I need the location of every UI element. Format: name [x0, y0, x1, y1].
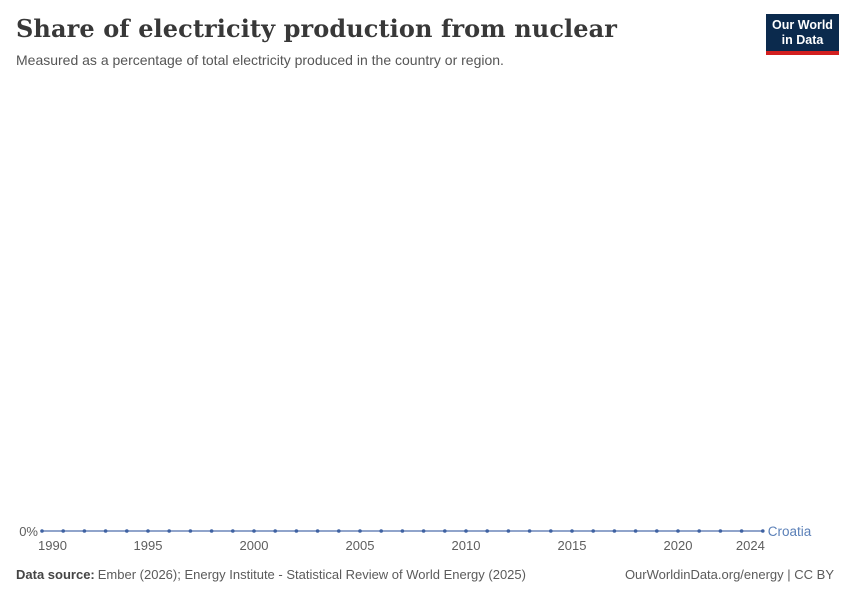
- x-axis-tick-label: 2024: [736, 538, 765, 553]
- data-point[interactable]: [655, 529, 659, 533]
- owid-logo-text: Our World in Data: [766, 14, 839, 51]
- data-point[interactable]: [146, 529, 150, 533]
- data-point[interactable]: [443, 529, 447, 533]
- data-point[interactable]: [676, 529, 680, 533]
- x-axis-tick-label: 2020: [664, 538, 693, 553]
- x-axis-tick-label: 1990: [38, 538, 67, 553]
- data-point[interactable]: [612, 529, 617, 533]
- chart-subtitle: Measured as a percentage of total electr…: [16, 52, 504, 68]
- data-point[interactable]: [421, 529, 426, 533]
- owid-logo-red-bar: [766, 51, 839, 55]
- data-point[interactable]: [358, 529, 362, 533]
- data-point[interactable]: [570, 529, 574, 533]
- data-source-text: Ember (2026); Energy Institute - Statist…: [97, 567, 526, 582]
- data-point[interactable]: [188, 529, 193, 533]
- data-point[interactable]: [527, 529, 532, 533]
- data-point[interactable]: [103, 529, 108, 533]
- chart-footer: Data source: Ember (2026); Energy Institu…: [16, 566, 834, 583]
- data-point[interactable]: [294, 529, 299, 533]
- data-point[interactable]: [697, 529, 701, 533]
- data-point[interactable]: [591, 529, 595, 533]
- x-axis-tick-label: 1995: [134, 538, 163, 553]
- owid-logo-line1: Our World: [772, 18, 833, 32]
- data-point[interactable]: [379, 529, 384, 533]
- data-point[interactable]: [549, 529, 553, 533]
- data-point[interactable]: [252, 529, 256, 533]
- data-point[interactable]: [61, 529, 65, 533]
- x-axis-tick-label: 2000: [240, 538, 269, 553]
- line-series-croatia[interactable]: [40, 529, 765, 533]
- x-axis-tick-label: 2010: [452, 538, 481, 553]
- data-point[interactable]: [718, 529, 723, 533]
- data-point[interactable]: [167, 529, 171, 533]
- data-point[interactable]: [82, 529, 87, 533]
- footer-link[interactable]: OurWorldinData.org/energy | CC BY: [624, 567, 834, 582]
- data-point[interactable]: [633, 529, 638, 533]
- data-point[interactable]: [231, 529, 235, 533]
- data-point[interactable]: [761, 529, 765, 533]
- data-point[interactable]: [209, 529, 214, 533]
- y-axis-tick-label: 0%: [19, 524, 38, 539]
- data-point[interactable]: [273, 529, 278, 533]
- data-source-label: Data source:: [16, 567, 95, 582]
- series-label-croatia[interactable]: Croatia: [768, 524, 812, 539]
- data-point[interactable]: [125, 529, 129, 533]
- data-point[interactable]: [464, 529, 468, 533]
- owid-logo-line2: in Data: [781, 33, 824, 47]
- x-axis-tick-label: 2015: [558, 538, 587, 553]
- data-point[interactable]: [337, 529, 341, 533]
- x-axis-tick-label: 2005: [346, 538, 375, 553]
- data-point[interactable]: [506, 529, 511, 533]
- data-point[interactable]: [400, 529, 405, 533]
- data-point[interactable]: [739, 529, 744, 533]
- chart-canvas[interactable]: 1990 1995 2000 2005 2010 2015 2020 2024 0% Croati…: [0, 90, 850, 565]
- data-point[interactable]: [315, 529, 320, 533]
- data-point[interactable]: [485, 529, 490, 533]
- data-source: Data source: Ember (2026); Energy Institu…: [16, 566, 526, 583]
- owid-logo[interactable]: Our World in Data: [766, 14, 839, 55]
- page-title: Share of electricity production from nuc…: [16, 14, 618, 43]
- data-point[interactable]: [40, 529, 44, 533]
